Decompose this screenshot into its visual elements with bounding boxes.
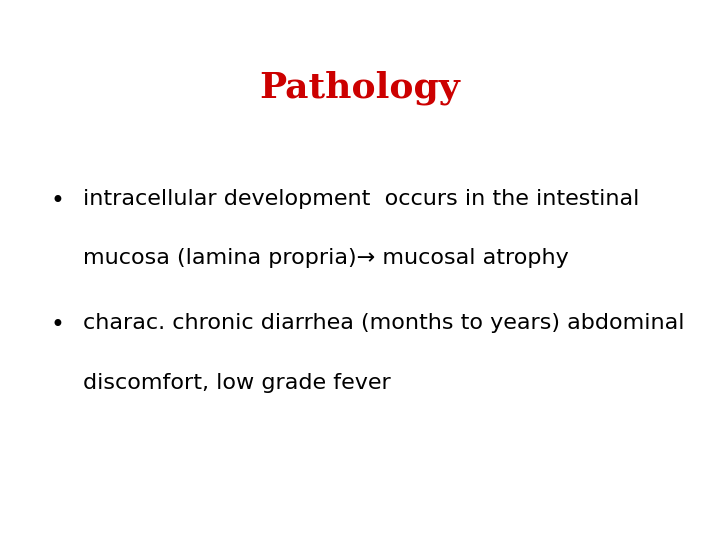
Text: •: • (50, 189, 64, 213)
Text: charac. chronic diarrhea (months to years) abdominal: charac. chronic diarrhea (months to year… (83, 313, 684, 333)
Text: discomfort, low grade fever: discomfort, low grade fever (83, 373, 390, 393)
Text: •: • (50, 313, 64, 337)
Text: mucosa (lamina propria)→ mucosal atrophy: mucosa (lamina propria)→ mucosal atrophy (83, 248, 569, 268)
Text: intracellular development  occurs in the intestinal: intracellular development occurs in the … (83, 189, 639, 209)
Text: Pathology: Pathology (260, 70, 460, 105)
